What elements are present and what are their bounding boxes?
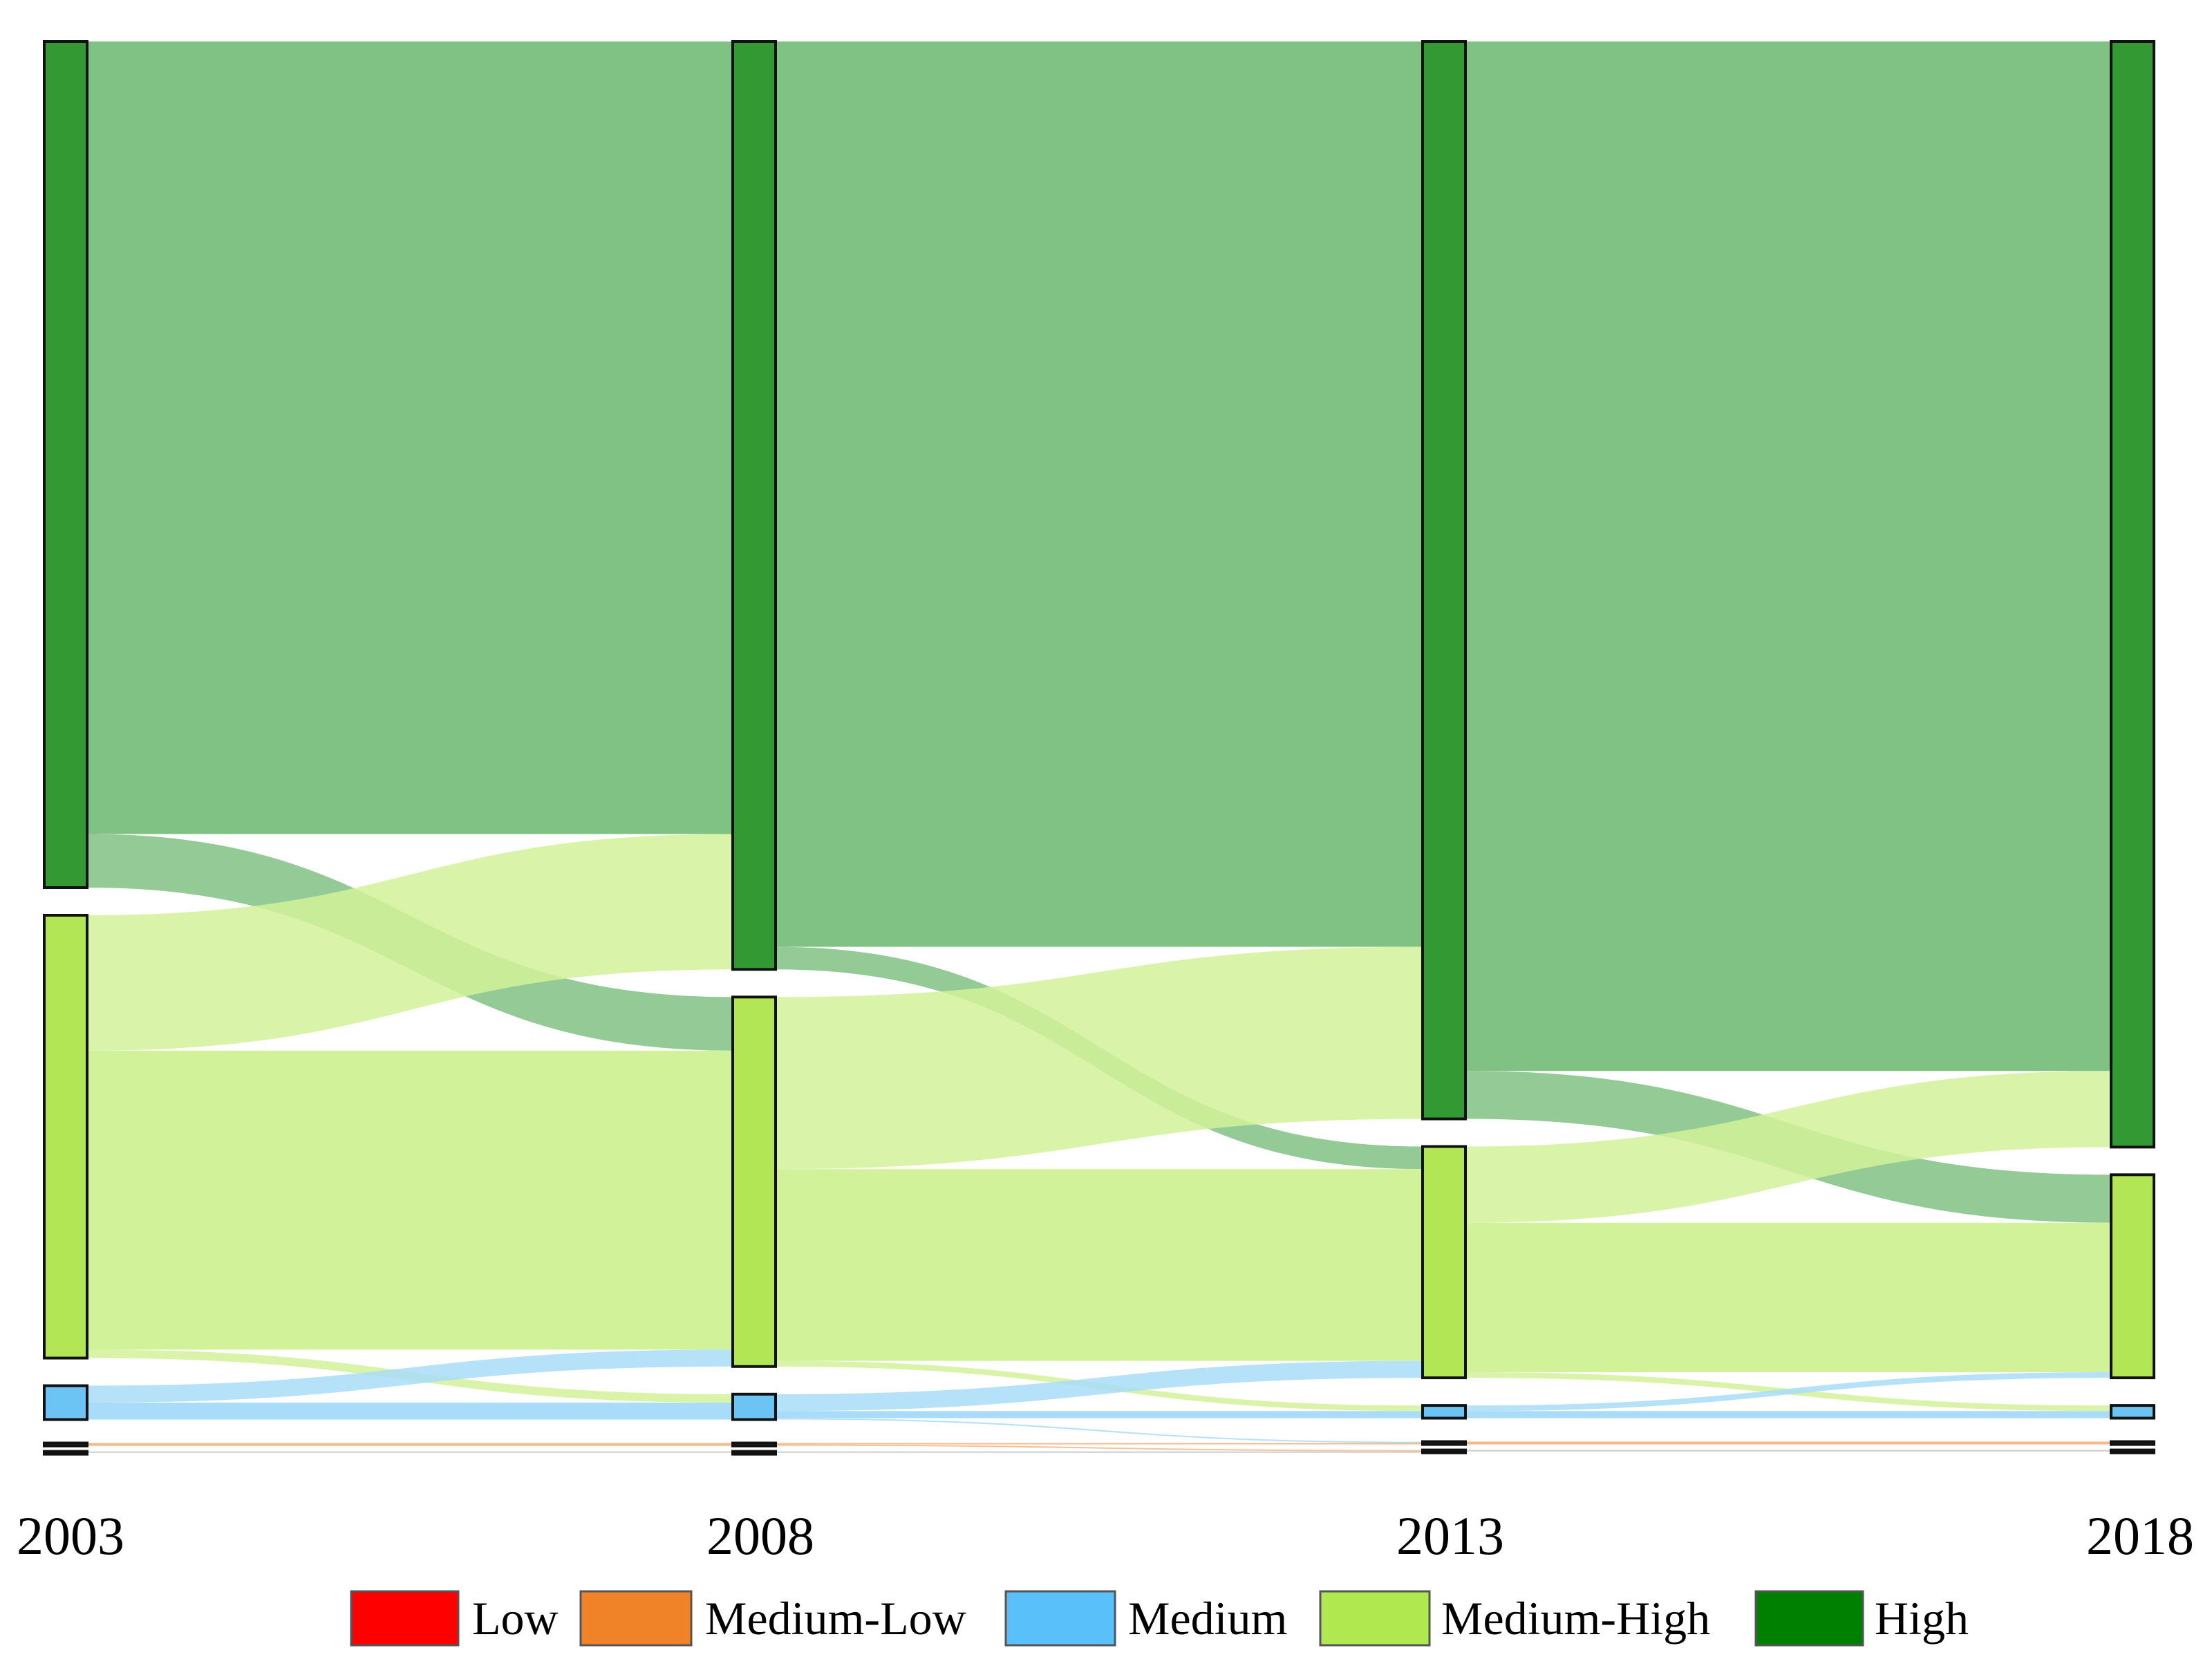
nodes-layer: [43, 40, 2155, 1456]
flow-2003-medium-to-2008-medium: [87, 1403, 733, 1420]
legend-label-medium-low: Medium-Low: [705, 1592, 966, 1645]
flow-2003-high-to-2008-high: [87, 41, 733, 834]
flow-2003-medium-to-2008-medium-high: [87, 1349, 733, 1403]
node-2013-medium: [1421, 1404, 1467, 1420]
node-2008-medium-low: [731, 1441, 777, 1448]
flow-2008-medium-high-to-2013-high: [776, 946, 1423, 1170]
node-2003-low: [43, 1450, 88, 1456]
node-2013-medium-low: [1421, 1440, 1467, 1446]
flow-2008-medium-to-2013-medium: [776, 1411, 1423, 1419]
year-label-2008: 2008: [706, 1506, 814, 1566]
node-2018-medium: [2110, 1404, 2155, 1420]
node-2018-low: [2110, 1448, 2155, 1454]
node-2018-high: [2110, 40, 2155, 1149]
year-label-2013: 2013: [1396, 1506, 1504, 1566]
flow-2003-medium-high-to-2008-high: [87, 834, 733, 1051]
legend: Low Medium-Low Medium Medium-High High: [350, 1590, 1969, 1647]
year-label-2003: 2003: [17, 1506, 124, 1566]
node-2003-medium: [43, 1384, 88, 1421]
flow-2013-medium-to-2018-medium: [1465, 1411, 2111, 1419]
year-axis: 2003 2008 2013 2018: [17, 1506, 2194, 1566]
flow-2013-medium-high-to-2018-high: [1465, 1071, 2111, 1223]
year-label-2018: 2018: [2086, 1506, 2194, 1566]
node-2008-medium-high: [731, 995, 777, 1368]
node-2013-medium-high: [1421, 1145, 1467, 1380]
node-2013-high: [1421, 40, 1467, 1121]
node-2003-medium-high: [43, 914, 88, 1360]
legend-label-low: Low: [472, 1592, 559, 1645]
flow-2008-medium-low-to-2013-medium-low: [776, 1443, 1423, 1445]
node-2013-low: [1421, 1448, 1467, 1454]
flow-2008-high-to-2013-high: [776, 41, 1423, 947]
flow-2008-medium-to-2013-medium-low: [776, 1418, 1423, 1443]
legend-swatch-medium: [1004, 1590, 1116, 1647]
flow-2003-medium-high-to-2008-medium-high: [87, 1050, 733, 1350]
flow-2013-low-to-2018-low: [1465, 1450, 2111, 1452]
node-2008-medium: [731, 1392, 777, 1421]
node-2018-medium-low: [2110, 1440, 2155, 1446]
node-2003-high: [43, 40, 88, 889]
legend-label-medium: Medium: [1128, 1592, 1287, 1645]
node-2018-medium-high: [2110, 1173, 2155, 1380]
legend-swatch-high: [1754, 1590, 1864, 1647]
flow-2013-medium-high-to-2018-medium-high: [1465, 1222, 2111, 1372]
flow-2003-low-to-2008-low: [87, 1451, 733, 1453]
flow-2013-high-to-2018-high: [1465, 41, 2111, 1071]
flows-layer: [87, 41, 2111, 1453]
flow-2013-medium-low-to-2018-medium-low: [1465, 1441, 2111, 1445]
flow-2008-medium-to-2013-medium-high: [776, 1360, 1423, 1412]
node-2008-low: [731, 1450, 777, 1456]
node-2008-high: [731, 40, 777, 971]
legend-swatch-medium-low: [579, 1590, 693, 1647]
flow-2003-medium-low-to-2008-medium-low: [87, 1443, 733, 1446]
flow-2008-low-to-2013-low: [776, 1451, 1423, 1453]
legend-label-medium-high: Medium-High: [1441, 1592, 1710, 1645]
flow-2013-medium-to-2018-medium-high: [1465, 1372, 2111, 1412]
legend-swatch-medium-high: [1319, 1590, 1431, 1647]
node-2003-medium-low: [43, 1441, 88, 1448]
flow-2008-medium-high-to-2013-medium-high: [776, 1169, 1423, 1361]
flow-2008-medium-low-to-2013-low: [776, 1444, 1423, 1452]
legend-swatch-low: [350, 1590, 460, 1647]
legend-label-high: High: [1875, 1592, 1969, 1645]
